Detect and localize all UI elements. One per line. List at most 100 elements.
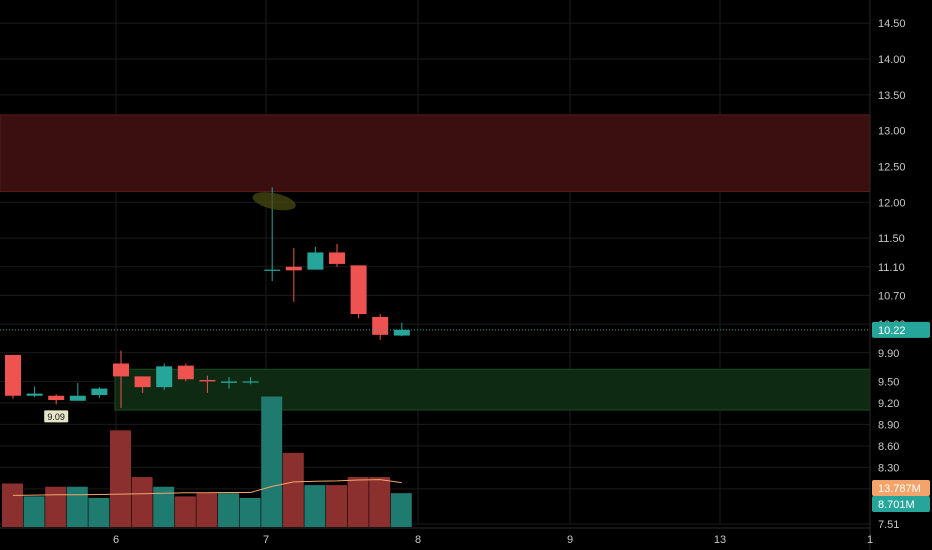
- volume-bar: [131, 477, 153, 527]
- volume-bar: [2, 483, 23, 527]
- volume-bar: [326, 485, 347, 527]
- volume-bar: [369, 477, 391, 527]
- resistance-zone: [0, 114, 871, 193]
- volume-bar: [196, 493, 218, 527]
- volume-badge: 8.701M: [872, 496, 930, 512]
- candle: [177, 363, 194, 382]
- candle-body: [156, 366, 173, 388]
- candle-body: [372, 316, 389, 335]
- candle-body: [26, 393, 43, 396]
- volume-bar: [347, 477, 369, 527]
- candle: [242, 377, 259, 385]
- candle: [48, 394, 65, 405]
- price-tick-label: 12.50: [878, 161, 906, 173]
- price-tick-label: 11.10: [878, 262, 905, 274]
- candle: [113, 350, 129, 408]
- candle: [350, 265, 367, 319]
- volume-bar: [390, 493, 412, 527]
- support-zone: [114, 368, 871, 411]
- candle: [329, 243, 345, 267]
- volume-bar: [110, 430, 131, 527]
- candle: [91, 387, 108, 398]
- low-label-box: [44, 410, 69, 423]
- volume-ma-badge: 13.787M: [872, 480, 930, 496]
- volume-bar: [66, 486, 88, 527]
- time-tick-label: 1: [867, 534, 873, 546]
- price-badge-text: 10.22: [878, 325, 906, 337]
- price-tick-label: 8.90: [878, 419, 899, 431]
- price-tick-label: 14.00: [878, 54, 906, 66]
- candle: [199, 375, 216, 393]
- time-tick-label: 7: [263, 534, 269, 546]
- volume-badge-text: 8.701M: [878, 499, 915, 511]
- price-tick-label: 9.90: [878, 348, 899, 360]
- time-tick-label: 13: [714, 534, 726, 546]
- candle-body: [69, 395, 86, 401]
- annotations: 9.09: [44, 192, 296, 423]
- time-tick-label: 6: [113, 534, 119, 546]
- axis-badges: 10.22 13.787M 8.701M: [872, 321, 930, 512]
- price-tick-label: 8.30: [878, 462, 899, 474]
- time-tick-label: 8: [415, 534, 421, 546]
- price-tick-label: 14.50: [878, 18, 906, 30]
- time-tick-label: 9: [567, 534, 573, 546]
- price-tick-label: 10.70: [878, 290, 906, 302]
- candle: [372, 314, 389, 340]
- candle-body: [307, 252, 324, 270]
- volume-badge-bg: [872, 496, 930, 512]
- candle: [307, 246, 324, 270]
- zones: [0, 114, 871, 411]
- volume-bar: [174, 496, 196, 527]
- candle-body: [113, 363, 129, 377]
- candle-body: [48, 395, 65, 401]
- candle-body: [242, 381, 259, 383]
- candle: [221, 377, 237, 389]
- price-tick-label: 12.00: [878, 197, 906, 209]
- candle: [26, 386, 43, 398]
- volume-bar: [261, 396, 283, 527]
- candle-body: [5, 354, 21, 396]
- volume-ma-polyline: [12, 479, 402, 496]
- volume-bar: [239, 498, 261, 527]
- volume-bars: [2, 396, 412, 527]
- price-badge-bg: [872, 321, 930, 338]
- price-tick-label: 11.50: [878, 233, 905, 245]
- candle-body: [393, 329, 410, 336]
- candles: [5, 187, 410, 408]
- candle: [69, 382, 86, 401]
- candle: [156, 363, 173, 391]
- volume-bar: [88, 498, 110, 527]
- low-label-text: 9.09: [47, 412, 65, 422]
- highlight-ellipse: [252, 192, 296, 211]
- candle-body: [329, 252, 345, 264]
- candle-body: [264, 269, 281, 271]
- volume-bar: [304, 485, 326, 527]
- candle: [5, 354, 21, 399]
- candle: [285, 248, 302, 302]
- volume-ma-badge-text: 13.787M: [878, 483, 921, 495]
- time-axis[interactable]: 6 7 8 9 13 1: [0, 527, 873, 546]
- volume-bar: [218, 493, 239, 527]
- price-tick-label: 13.50: [878, 90, 906, 102]
- candle-body: [91, 388, 108, 396]
- volume-ma-badge-bg: [872, 480, 930, 496]
- volume-bar: [282, 452, 304, 527]
- volume-bar: [23, 496, 45, 527]
- candle-body: [350, 265, 367, 315]
- candle-body: [177, 365, 194, 380]
- price-tick-label: 8.60: [878, 441, 899, 453]
- candle-body: [285, 266, 302, 271]
- volume-bar: [45, 486, 67, 527]
- volume-bar: [153, 486, 175, 527]
- candle-body: [221, 381, 237, 383]
- candle-body: [134, 376, 151, 388]
- candle-body: [199, 379, 216, 382]
- candle: [393, 322, 410, 337]
- price-tick-label: 13.00: [878, 126, 906, 138]
- price-tick-label: 9.50: [878, 376, 899, 388]
- price-badge: 10.22: [872, 321, 930, 338]
- price-tick-label: 7.51: [878, 519, 899, 531]
